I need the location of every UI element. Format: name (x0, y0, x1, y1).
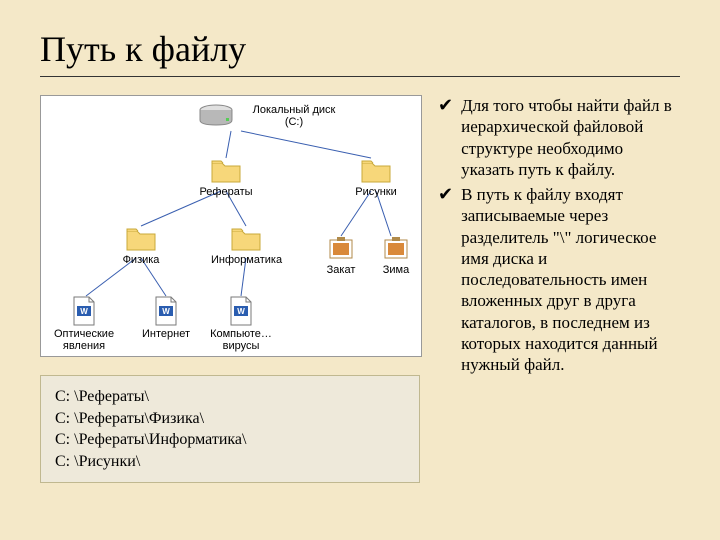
node-phys: Физика (106, 226, 176, 266)
slide-title: Путь к файлу (40, 28, 680, 70)
paragraph-2: В путь к файлу входят записываемые через… (461, 184, 680, 375)
file-tree-diagram: Локальный диск (C:) Рефераты Рисунки Физ… (40, 95, 422, 357)
node-net: W Интернет (131, 296, 201, 340)
node-inf: Информатика (211, 226, 281, 266)
path-line: C: \Рефераты\Информатика\ (55, 429, 405, 451)
path-line: C: \Рефераты\ (55, 386, 405, 408)
node-pic: Рисунки (341, 158, 411, 198)
title-divider (40, 76, 680, 77)
node-ref: Рефераты (191, 158, 261, 198)
svg-text:W: W (80, 307, 88, 316)
node-root-disk: Локальный диск (C:) (196, 104, 346, 128)
slide: Путь к файлу Локальный диск (C:) Реферат… (0, 0, 720, 540)
content-row: Локальный диск (C:) Рефераты Рисунки Физ… (40, 95, 680, 483)
paragraph-1: Для того чтобы найти файл в иерархическо… (461, 95, 680, 180)
node-virus: W Компьюте… вирусы (206, 296, 276, 352)
right-column: ✔ Для того чтобы найти файл в иерархичес… (438, 95, 680, 483)
bullet-2: ✔ В путь к файлу входят записываемые чер… (438, 184, 680, 375)
node-winter: Зима (361, 236, 431, 276)
svg-text:W: W (162, 307, 170, 316)
svg-text:W: W (237, 307, 245, 316)
path-line: C: \Рефераты\Физика\ (55, 408, 405, 430)
bullet-1: ✔ Для того чтобы найти файл в иерархичес… (438, 95, 680, 180)
left-column: Локальный диск (C:) Рефераты Рисунки Физ… (40, 95, 420, 483)
path-examples-box: C: \Рефераты\C: \Рефераты\Физика\C: \Реф… (40, 375, 420, 483)
check-icon: ✔ (438, 95, 453, 180)
check-icon: ✔ (438, 184, 453, 375)
node-opt: W Оптические явления (49, 296, 119, 352)
path-line: C: \Рисунки\ (55, 451, 405, 473)
